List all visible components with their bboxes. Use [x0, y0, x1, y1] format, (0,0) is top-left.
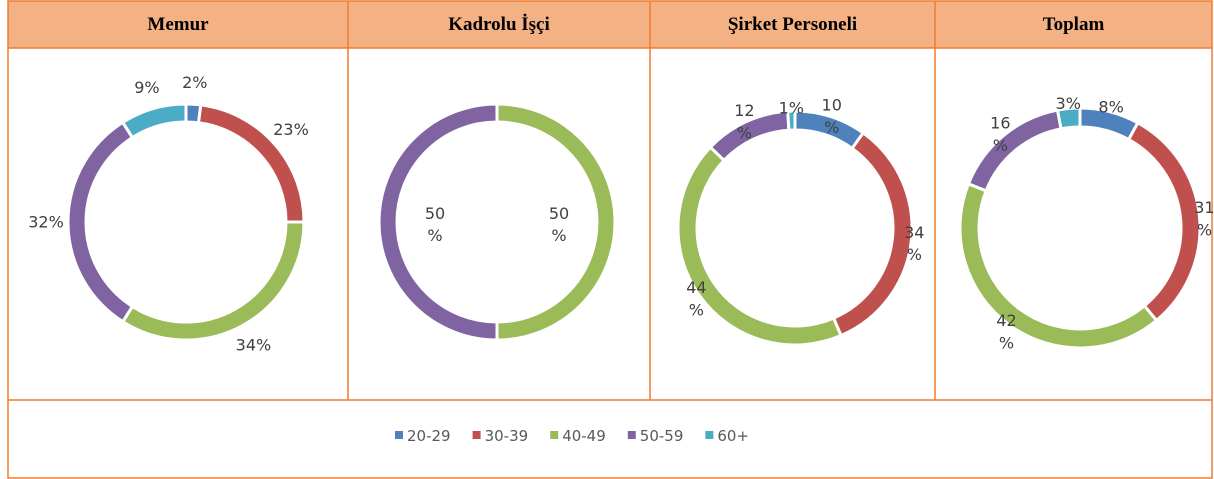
- chart-title: Memur: [147, 14, 209, 35]
- data-label: 12%: [734, 101, 754, 142]
- data-label: 2%: [182, 73, 207, 92]
- chart-title: Şirket Personeli: [728, 14, 857, 35]
- data-label: 3%: [1056, 94, 1081, 113]
- data-label: 10%: [822, 96, 842, 137]
- legend-swatch: [550, 431, 559, 439]
- legend-swatch: [705, 431, 714, 439]
- data-label: 9%: [134, 78, 159, 97]
- legend-swatch: [472, 431, 481, 439]
- data-label: 31%: [1194, 198, 1214, 239]
- donut-segment: [120, 102, 188, 140]
- legend-swatch: [395, 431, 403, 439]
- donut-segment: [1055, 106, 1082, 131]
- donut-segment: [66, 120, 135, 324]
- data-label: 44%: [686, 278, 706, 319]
- legend-label: 20-29: [407, 427, 451, 445]
- donut-segment: [1126, 120, 1202, 323]
- data-label: 50%: [425, 204, 445, 245]
- table-borders: [7, 0, 1213, 479]
- data-label: 34%: [904, 223, 924, 264]
- legend-label: 40-49: [562, 427, 606, 445]
- data-label: 23%: [273, 120, 309, 139]
- donut-segment: [958, 181, 1159, 350]
- chart-title: Toplam: [1043, 14, 1105, 35]
- data-label: 34%: [236, 335, 272, 354]
- legend-swatch: [627, 431, 636, 439]
- data-label: 1%: [779, 99, 804, 118]
- data-label: 50%: [549, 204, 569, 245]
- data-label: 8%: [1098, 98, 1123, 117]
- legend-label: 30-39: [485, 427, 529, 445]
- chart-title: Kadrolu İşçi: [448, 14, 550, 35]
- donut-segment: [120, 220, 306, 342]
- header-row: [8, 1, 1212, 48]
- legend-label: 50-59: [640, 427, 684, 445]
- data-label: 32%: [28, 213, 64, 232]
- donut-segment: [786, 109, 797, 132]
- donut-segment: [377, 102, 499, 342]
- legend-label: 60+: [717, 427, 749, 445]
- donut-segment: [966, 108, 1063, 193]
- data-label: 16%: [990, 113, 1010, 154]
- donut-segment: [831, 130, 914, 338]
- data-label: 42%: [996, 311, 1016, 352]
